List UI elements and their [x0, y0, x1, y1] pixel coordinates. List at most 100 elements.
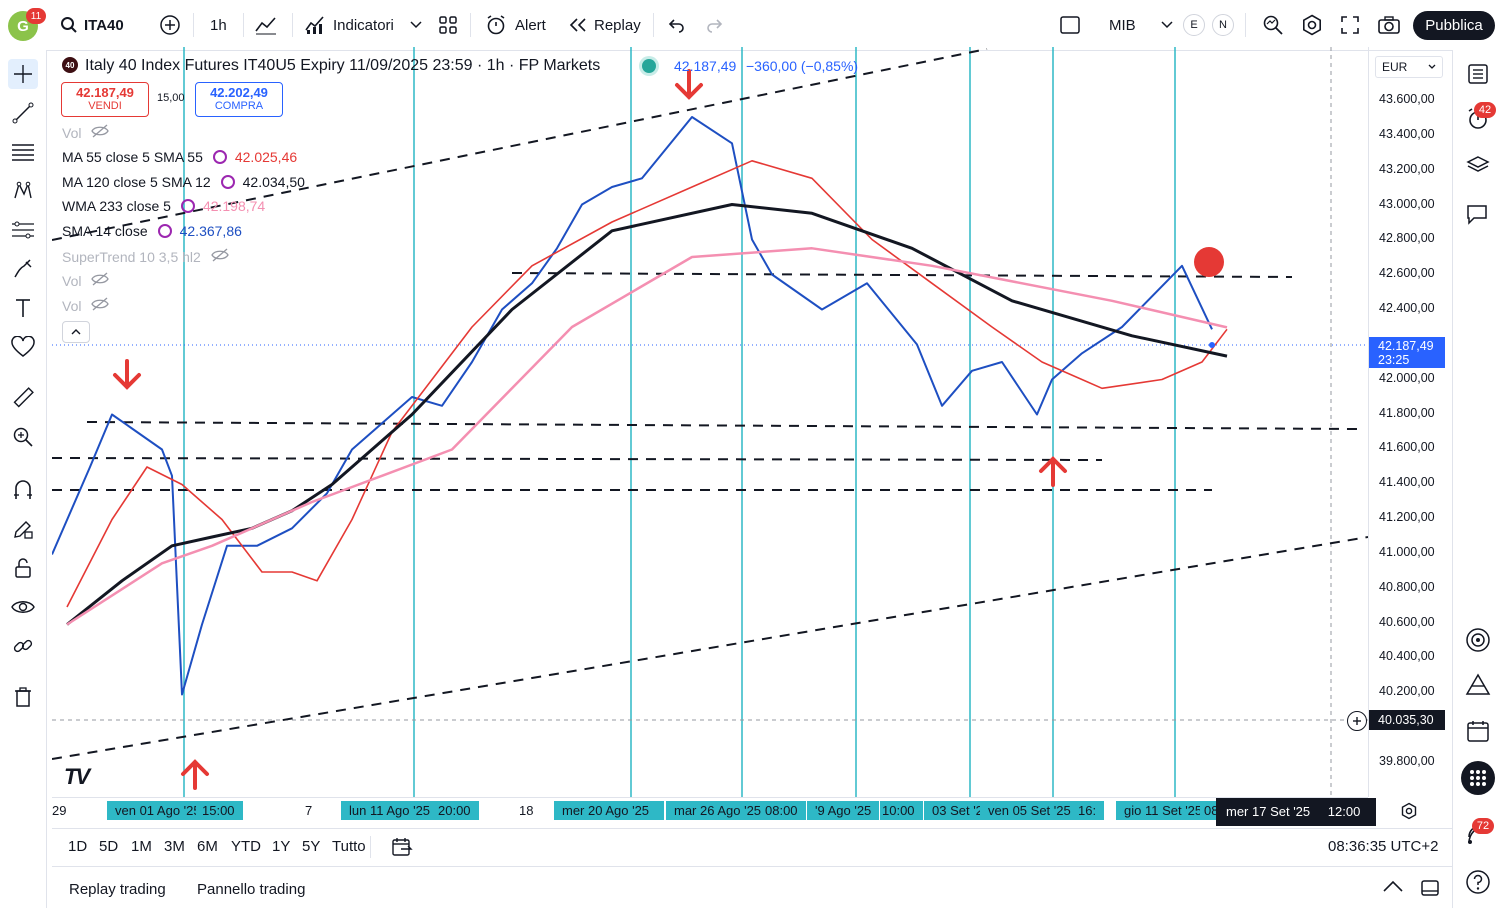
brush-tool[interactable]: [8, 254, 38, 284]
legend-vol-1[interactable]: Vol: [62, 124, 110, 141]
range-3m[interactable]: 3M: [164, 838, 185, 855]
remove-drawings-tool[interactable]: [8, 682, 38, 712]
range-all[interactable]: Tutto: [332, 838, 366, 855]
fullscreen-toggle-button[interactable]: [1059, 11, 1081, 39]
legend-ma55[interactable]: MA 55 close 5 SMA 55 42.025,46: [62, 149, 298, 165]
favorites-tool[interactable]: [8, 332, 38, 362]
extended-hours-toggle[interactable]: E: [1183, 11, 1205, 39]
zoom-tool[interactable]: [8, 422, 38, 452]
eye-off-icon[interactable]: [91, 124, 110, 141]
ideas-button[interactable]: [1463, 625, 1493, 655]
eye-off-icon[interactable]: [211, 248, 229, 265]
refresh-icon: [180, 199, 195, 213]
legend-sma14[interactable]: SMA 14 close 42.367,86: [62, 223, 242, 239]
dots-grid-icon: [1470, 770, 1486, 786]
horizontal-lines-tool[interactable]: [8, 137, 38, 167]
range-1d[interactable]: 1D: [68, 838, 88, 855]
range-6m[interactable]: 6M: [197, 838, 218, 855]
window-icon: [1421, 880, 1439, 896]
undo-button[interactable]: [667, 11, 685, 39]
range-ytd[interactable]: YTD: [231, 838, 261, 855]
exchange-label[interactable]: MIB: [1109, 16, 1136, 34]
trend-line-tool[interactable]: [8, 98, 38, 128]
indicators-button[interactable]: Indicatori: [304, 11, 394, 39]
price-axis[interactable]: EUR 43.600,00 43.400,00 43.200,00 43.000…: [1368, 47, 1453, 797]
indicators-dropdown[interactable]: [410, 11, 422, 39]
clock-timezone[interactable]: 08:36:35 UTC+2: [1328, 838, 1439, 855]
chat-icon: [1467, 205, 1487, 225]
avatar-notification-badge: 11: [26, 8, 46, 24]
layouts-button[interactable]: [438, 11, 458, 39]
eye-off-icon[interactable]: [91, 272, 110, 289]
replay-button[interactable]: Replay: [568, 11, 641, 39]
goto-date-button[interactable]: [391, 836, 413, 863]
currency-select[interactable]: EUR: [1375, 56, 1443, 78]
camera-icon: [1378, 16, 1400, 34]
redo-button[interactable]: [706, 11, 724, 39]
measure-tool[interactable]: [8, 383, 38, 413]
chart-type-button[interactable]: [254, 11, 278, 39]
legend-ma120[interactable]: MA 120 close 5 SMA 12 42.034,50: [62, 174, 305, 190]
products-button[interactable]: [1461, 761, 1495, 795]
price-tick: 41.800,00: [1379, 406, 1435, 420]
watchlist-button[interactable]: [1463, 59, 1493, 89]
expand-panel-button[interactable]: [1382, 879, 1404, 898]
text-tool[interactable]: [8, 293, 38, 323]
symbol-search-button[interactable]: ITA40: [60, 11, 124, 39]
magnify-chart-icon: [1263, 15, 1283, 35]
interval-button[interactable]: 1h: [210, 16, 227, 34]
series-layer: [52, 116, 1228, 696]
maximize-panel-button[interactable]: [1420, 879, 1440, 902]
range-1m[interactable]: 1M: [131, 838, 152, 855]
legend-wma233[interactable]: WMA 233 close 5 42.198,74: [62, 198, 266, 214]
price-tick: 43.400,00: [1379, 127, 1435, 141]
price-tick: 42.800,00: [1379, 231, 1435, 245]
replay-trading-tab[interactable]: Replay trading: [69, 881, 166, 898]
magnet-tool[interactable]: [8, 475, 38, 505]
drawing-mode-tool[interactable]: [8, 514, 38, 544]
range-5y[interactable]: 5Y: [302, 838, 321, 855]
lock-drawings-tool[interactable]: [8, 553, 38, 583]
legend-vol-2[interactable]: Vol: [62, 272, 110, 289]
series-line: [66, 247, 1228, 626]
crosshair-tool[interactable]: [8, 59, 38, 89]
calendar-button[interactable]: [1463, 716, 1493, 746]
chart-pane[interactable]: [52, 47, 1368, 797]
compare-symbol-button[interactable]: [159, 11, 181, 39]
snapshot-button[interactable]: [1377, 11, 1401, 39]
forecasting-tool[interactable]: [8, 215, 38, 245]
news-toggle[interactable]: N: [1212, 11, 1234, 39]
top-toolbar: G 11 ITA40 1h Indicatori Alert Replay MI…: [0, 0, 1500, 51]
publish-button[interactable]: Pubblica: [1413, 11, 1495, 40]
plus-icon: [1353, 717, 1361, 725]
sync-drawings-tool[interactable]: [8, 631, 38, 661]
legend-vol-3[interactable]: Vol: [62, 297, 110, 314]
collapse-legend-button[interactable]: [62, 321, 90, 343]
chats-button[interactable]: [1463, 199, 1493, 229]
refresh-icon: [220, 175, 235, 189]
exchange-dropdown[interactable]: [1161, 11, 1173, 39]
help-button[interactable]: [1463, 867, 1493, 897]
axis-settings-button[interactable]: [1400, 802, 1418, 825]
buy-button[interactable]: 42.202,49 COMPRA: [195, 82, 283, 117]
chevron-up-icon: [71, 329, 81, 335]
pattern-tool[interactable]: [8, 176, 38, 206]
legend-supertrend[interactable]: SuperTrend 10 3,5 hl2: [62, 248, 229, 265]
quick-search-button[interactable]: [1262, 11, 1284, 39]
alert-button[interactable]: Alert: [485, 11, 546, 39]
add-alert-button[interactable]: [1347, 711, 1367, 731]
sell-button[interactable]: 42.187,49 VENDI: [61, 82, 149, 117]
eye-off-icon[interactable]: [91, 297, 110, 314]
trading-panel-tab[interactable]: Pannello trading: [197, 881, 306, 898]
hide-drawings-tool[interactable]: [8, 592, 38, 622]
range-1y[interactable]: 1Y: [272, 838, 291, 855]
time-axis[interactable]: 29 ven 01 Ago '25 15:00 7 lun 11 Ago '25…: [52, 797, 1376, 826]
drawing-toolbar: [0, 50, 47, 908]
magnet-icon: [14, 480, 32, 499]
pine-editor-button[interactable]: [1463, 670, 1493, 700]
fullscreen-button[interactable]: [1340, 11, 1360, 39]
settings-button[interactable]: [1301, 11, 1323, 39]
time-tick-highlight: 20:00: [432, 801, 479, 820]
range-5d[interactable]: 5D: [99, 838, 119, 855]
object-tree-button[interactable]: [1463, 151, 1493, 181]
